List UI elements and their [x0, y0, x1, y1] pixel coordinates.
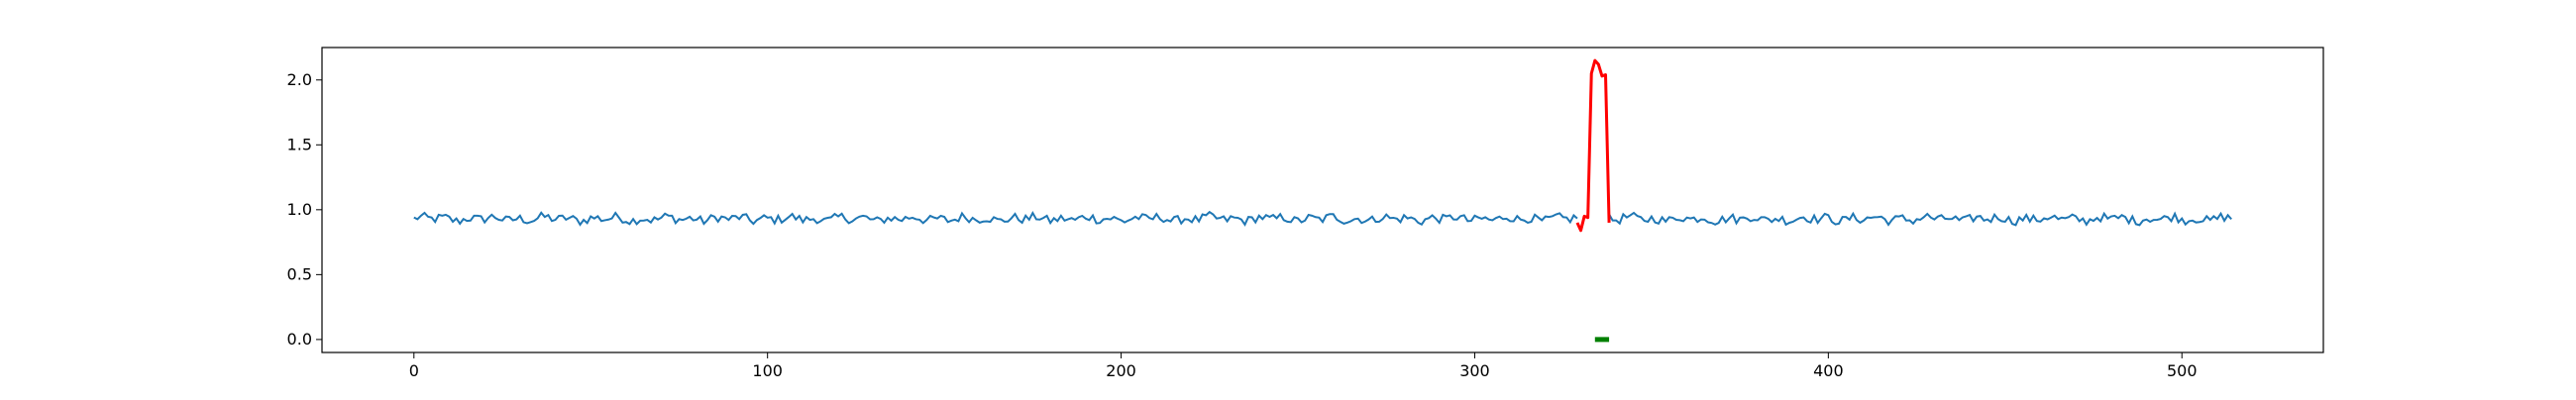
y-tick-label: 0.0	[287, 330, 312, 349]
y-axis: 0.0 0.5 1.0 1.5 2.0	[287, 70, 322, 349]
x-tick-label: 400	[1813, 361, 1844, 380]
x-axis: 0 100 200 300 400 500	[409, 352, 2198, 380]
x-tick-label: 300	[1459, 361, 1490, 380]
x-tick-label: 100	[752, 361, 783, 380]
x-tick-label: 200	[1106, 361, 1136, 380]
signal-line-right	[1608, 211, 2232, 227]
y-tick-label: 0.5	[287, 264, 312, 283]
x-tick-label: 500	[2167, 361, 2198, 380]
plot-area-border	[321, 47, 2324, 353]
series-layer	[413, 58, 2232, 343]
y-tick-label: 1.5	[287, 135, 312, 153]
anomaly-line	[1575, 58, 1611, 233]
y-tick-label: 2.0	[287, 70, 312, 89]
signal-line-left	[413, 210, 1578, 227]
x-tick-label: 0	[409, 361, 419, 380]
y-tick-label: 1.0	[287, 200, 312, 219]
